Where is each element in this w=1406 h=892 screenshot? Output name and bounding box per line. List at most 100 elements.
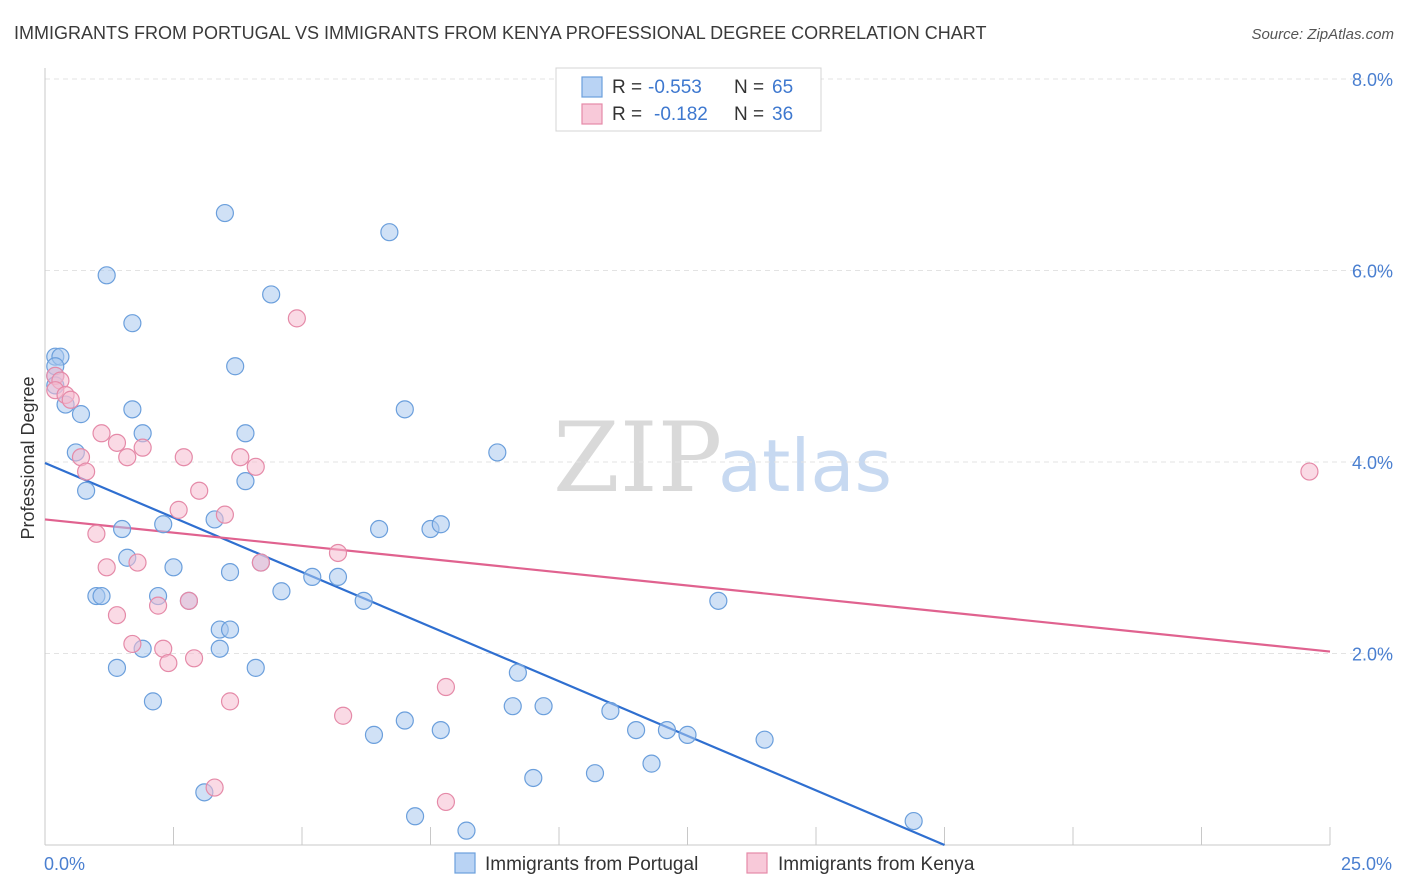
point-kenya — [436, 677, 456, 697]
point-kenya — [87, 524, 106, 543]
point-portugal — [354, 591, 373, 610]
point-kenya — [92, 424, 111, 443]
chart-title: IMMIGRANTS FROM PORTUGAL VS IMMIGRANTS F… — [14, 23, 986, 43]
point-kenya — [128, 553, 147, 572]
watermark-zip: ZIP — [553, 402, 722, 514]
point-portugal — [123, 314, 142, 333]
point-portugal — [236, 472, 255, 491]
chart-source: Source: ZipAtlas.com — [1251, 26, 1394, 43]
point-portugal — [709, 591, 728, 610]
legend-swatch-kenya — [581, 103, 603, 125]
point-kenya — [190, 481, 209, 500]
point-portugal — [431, 515, 450, 534]
grid — [45, 78, 1392, 654]
point-kenya — [205, 778, 224, 797]
trendline-kenya — [44, 518, 1331, 653]
point-kenya — [231, 448, 250, 467]
y-tick-label: 8.0% — [1352, 70, 1393, 90]
legend-n-label-kenya: N = — [734, 104, 764, 125]
point-portugal — [272, 582, 291, 601]
y-tick-labels: 2.0% 4.0% 6.0% 8.0% — [1352, 70, 1393, 665]
trend-lines — [44, 461, 1331, 847]
legend: R = -0.553 N = 65 R = -0.182 N = 36 — [555, 67, 822, 132]
point-portugal — [112, 519, 132, 539]
point-portugal — [77, 481, 96, 500]
point-portugal — [431, 720, 450, 740]
point-kenya — [251, 553, 270, 572]
point-kenya — [123, 634, 142, 654]
point-portugal — [585, 764, 605, 783]
point-portugal — [457, 821, 476, 840]
point-portugal — [164, 558, 183, 577]
bottom-legend-swatch-kenya — [746, 852, 768, 874]
point-portugal — [71, 405, 91, 424]
point-portugal — [405, 807, 425, 826]
point-portugal — [395, 711, 414, 730]
point-kenya — [436, 792, 456, 812]
point-portugal — [657, 720, 677, 740]
point-portugal — [236, 424, 255, 443]
y-tick-label: 4.0% — [1352, 453, 1393, 473]
point-portugal — [107, 658, 127, 677]
data-points — [46, 203, 1319, 840]
point-kenya — [148, 596, 168, 615]
point-kenya — [287, 309, 306, 328]
point-kenya — [107, 433, 127, 452]
bottom-legend-swatch-portugal — [454, 852, 476, 874]
point-portugal — [601, 701, 620, 721]
point-portugal — [220, 620, 240, 639]
legend-swatch-portugal — [581, 76, 603, 98]
point-portugal — [755, 730, 774, 749]
x-tick-label-max: 25.0% — [1341, 854, 1392, 874]
point-portugal — [904, 811, 923, 831]
point-kenya — [97, 558, 116, 577]
point-portugal — [303, 567, 322, 587]
watermark-atlas: atlas — [718, 424, 892, 508]
y-tick-label: 2.0% — [1352, 645, 1393, 665]
y-axis-label: Professional Degree — [18, 376, 38, 539]
watermark: ZIP atlas — [553, 402, 892, 514]
point-portugal — [210, 639, 229, 658]
point-kenya — [107, 606, 127, 625]
point-kenya — [174, 448, 193, 467]
trendline-portugal — [44, 461, 945, 847]
x-tick-label-min: 0.0% — [44, 854, 85, 874]
point-portugal — [215, 203, 234, 223]
point-kenya — [159, 653, 178, 673]
point-kenya — [118, 448, 137, 467]
point-portugal — [626, 720, 646, 740]
point-portugal — [364, 725, 384, 744]
point-portugal — [503, 697, 522, 716]
legend-r-value-kenya: -0.182 — [654, 104, 708, 125]
point-kenya — [328, 543, 348, 563]
point-kenya — [1300, 462, 1319, 481]
point-portugal — [488, 443, 507, 462]
point-portugal — [534, 697, 553, 716]
point-portugal — [220, 563, 240, 582]
legend-r-value-portugal: -0.553 — [648, 77, 702, 98]
point-portugal — [246, 658, 265, 677]
point-portugal — [328, 567, 348, 587]
point-portugal — [370, 519, 389, 539]
point-kenya — [61, 390, 80, 409]
y-tick-label: 6.0% — [1352, 262, 1393, 282]
point-portugal — [678, 725, 697, 744]
point-portugal — [262, 285, 281, 304]
bottom-legend: Immigrants from Portugal Immigrants from… — [454, 852, 975, 875]
point-kenya — [246, 457, 265, 476]
point-portugal — [395, 400, 414, 419]
point-portugal — [154, 515, 173, 534]
point-portugal — [226, 357, 245, 376]
point-kenya — [334, 706, 353, 725]
legend-n-label-portugal: N = — [734, 77, 764, 98]
axes — [44, 68, 1331, 846]
bottom-legend-label-kenya: Immigrants from Kenya — [778, 854, 975, 875]
point-portugal — [97, 266, 116, 285]
legend-n-value-portugal: 65 — [772, 77, 793, 98]
point-portugal — [524, 768, 543, 788]
point-kenya — [133, 438, 152, 457]
point-portugal — [380, 223, 399, 242]
point-kenya — [179, 591, 199, 610]
point-kenya — [220, 692, 240, 711]
